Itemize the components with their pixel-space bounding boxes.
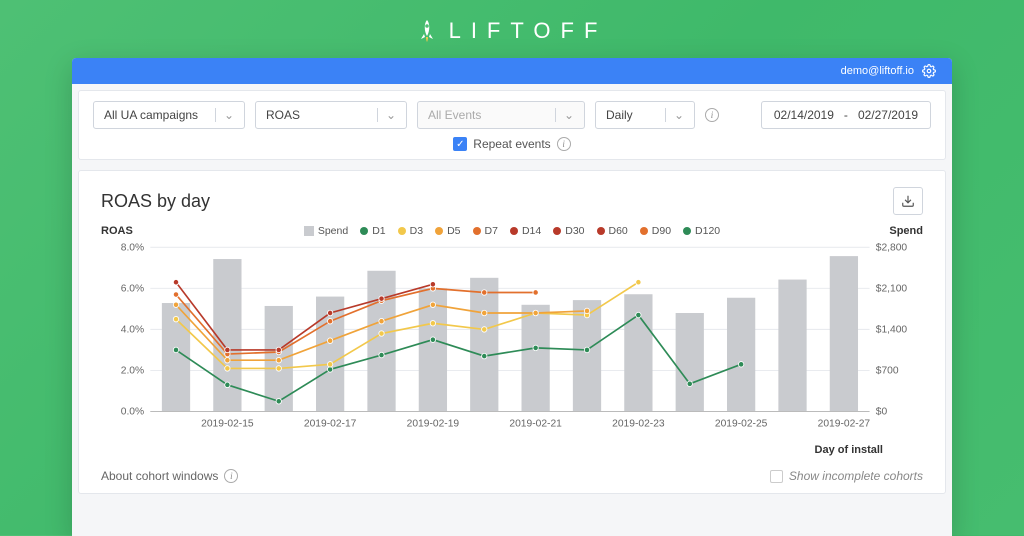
info-icon[interactable]: i [557, 137, 571, 151]
download-icon [901, 194, 915, 208]
legend-swatch [435, 227, 443, 235]
chart-title: ROAS by day [101, 191, 210, 212]
events-dropdown[interactable]: All Events ⌄ [417, 101, 585, 129]
legend-item-d60[interactable]: D60 [597, 225, 628, 237]
y-right-label: Spend [889, 225, 923, 237]
info-icon[interactable]: i [224, 469, 238, 483]
legend-swatch [683, 227, 691, 235]
legend-item-d3[interactable]: D3 [398, 225, 423, 237]
date-from: 02/14/2019 [774, 108, 834, 122]
chevron-down-icon: ⌄ [377, 108, 396, 122]
svg-text:2019-02-25: 2019-02-25 [715, 418, 768, 429]
svg-text:$2,800: $2,800 [876, 242, 908, 253]
date-sep: - [844, 108, 848, 122]
date-to: 02/27/2019 [858, 108, 918, 122]
legend-item-d5[interactable]: D5 [435, 225, 460, 237]
svg-text:$700: $700 [876, 366, 899, 377]
legend-item-d7[interactable]: D7 [473, 225, 498, 237]
legend-item-d1[interactable]: D1 [360, 225, 385, 237]
svg-text:2019-02-19: 2019-02-19 [407, 418, 460, 429]
legend-swatch [398, 227, 406, 235]
svg-text:$2,100: $2,100 [876, 283, 908, 294]
campaigns-dropdown[interactable]: All UA campaigns ⌄ [93, 101, 245, 129]
date-range-picker[interactable]: 02/14/2019 - 02/27/2019 [761, 101, 931, 129]
granularity-label: Daily [606, 108, 633, 122]
legend-label: D60 [609, 225, 628, 237]
svg-text:$1,400: $1,400 [876, 324, 908, 335]
rocket-icon [417, 19, 437, 43]
legend-label: D1 [372, 225, 385, 237]
incomplete-cohorts-checkbox[interactable] [770, 470, 783, 483]
svg-text:2.0%: 2.0% [121, 366, 144, 377]
granularity-dropdown[interactable]: Daily ⌄ [595, 101, 695, 129]
legend-swatch [304, 226, 314, 236]
app-window: demo@liftoff.io All UA campaigns ⌄ ROAS … [72, 58, 952, 536]
legend-swatch [640, 227, 648, 235]
chevron-down-icon: ⌄ [215, 108, 234, 122]
brand-header: LIFTOFF [0, 0, 1024, 58]
legend-label: D120 [695, 225, 720, 237]
repeat-events-checkbox[interactable]: ✓ [453, 137, 467, 151]
svg-text:2019-02-15: 2019-02-15 [201, 418, 254, 429]
svg-text:4.0%: 4.0% [121, 324, 144, 335]
svg-text:2019-02-17: 2019-02-17 [304, 418, 357, 429]
svg-text:2019-02-21: 2019-02-21 [509, 418, 562, 429]
gear-icon[interactable] [922, 64, 936, 78]
user-email[interactable]: demo@liftoff.io [841, 65, 914, 77]
x-axis-label: Day of install [101, 444, 923, 456]
filter-panel: All UA campaigns ⌄ ROAS ⌄ All Events ⌄ D… [78, 90, 946, 160]
events-label: All Events [428, 108, 481, 122]
legend-swatch [597, 227, 605, 235]
svg-text:6.0%: 6.0% [121, 283, 144, 294]
svg-text:8.0%: 8.0% [121, 242, 144, 253]
legend-label: D90 [652, 225, 671, 237]
chart-plot: 0.0% 2.0% 4.0% 6.0% 8.0% $0 $700 $1,400 $2,100 $2… [101, 241, 923, 441]
legend-item-spend[interactable]: Spend [304, 225, 348, 237]
legend-label: D3 [410, 225, 423, 237]
brand-name: LIFTOFF [449, 18, 608, 44]
info-icon[interactable]: i [705, 108, 719, 122]
legend-swatch [360, 227, 368, 235]
top-bar: demo@liftoff.io [72, 58, 952, 84]
y-left-label: ROAS [101, 225, 133, 237]
legend-item-d120[interactable]: D120 [683, 225, 720, 237]
legend-swatch [510, 227, 518, 235]
legend-item-d30[interactable]: D30 [553, 225, 584, 237]
legend-item-d90[interactable]: D90 [640, 225, 671, 237]
metric-label: ROAS [266, 108, 300, 122]
chevron-down-icon: ⌄ [555, 108, 574, 122]
legend-label: D5 [447, 225, 460, 237]
svg-text:2019-02-23: 2019-02-23 [612, 418, 665, 429]
legend-label: D30 [565, 225, 584, 237]
svg-text:$0: $0 [876, 407, 888, 418]
download-button[interactable] [893, 187, 923, 215]
svg-text:2019-02-27: 2019-02-27 [818, 418, 871, 429]
repeat-events-label: Repeat events [473, 137, 550, 151]
legend-label: Spend [318, 225, 348, 237]
svg-text:0.0%: 0.0% [121, 407, 144, 418]
legend-item-d14[interactable]: D14 [510, 225, 541, 237]
legend-swatch [473, 227, 481, 235]
chevron-down-icon: ⌄ [665, 108, 684, 122]
legend-label: D14 [522, 225, 541, 237]
legend-swatch [553, 227, 561, 235]
incomplete-cohorts-label: Show incomplete cohorts [789, 469, 923, 483]
chart-panel: ROAS by day ROAS Spend Spend D1 D3 D5 D7 D14 D… [78, 170, 946, 494]
cohort-windows-link[interactable]: About cohort windows [101, 469, 218, 483]
legend-label: D7 [485, 225, 498, 237]
chart-legend: Spend D1 D3 D5 D7 D14 D30 D60 D90 D120 [101, 225, 923, 237]
campaigns-label: All UA campaigns [104, 108, 198, 122]
metric-dropdown[interactable]: ROAS ⌄ [255, 101, 407, 129]
